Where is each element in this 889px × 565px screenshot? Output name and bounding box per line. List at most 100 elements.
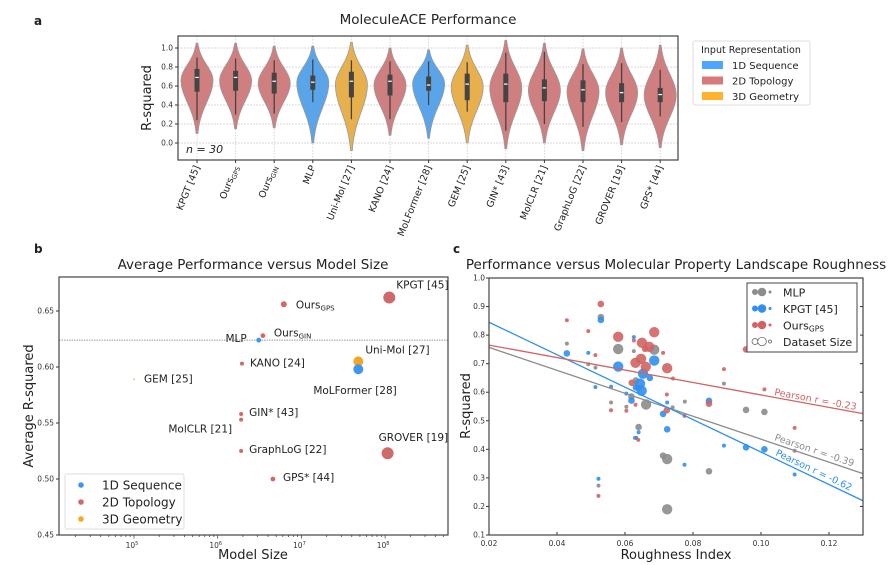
- point-7: [133, 378, 135, 381]
- panel-a-title: MoleculeACE Performance: [340, 12, 517, 28]
- point-label: MLP: [225, 333, 246, 345]
- point-ours: [633, 402, 638, 407]
- point-mlp: [682, 399, 687, 404]
- legend-marker-0: [757, 287, 767, 297]
- legend-marker-2: [768, 323, 772, 327]
- point-ours: [649, 327, 660, 338]
- point-label: KPGT [45]: [396, 280, 448, 292]
- fit-line-ours: [488, 344, 864, 415]
- panel-a-xtick-label: KPGT [45]: [175, 164, 203, 212]
- point-ours: [564, 318, 569, 323]
- point-8: [239, 412, 244, 417]
- legend-marker-2: [752, 322, 758, 328]
- point-ours: [762, 387, 767, 392]
- point-label: GIN* [43]: [249, 407, 298, 419]
- panel-a-legend: Input Representation 1D Sequence 2D Topolo…: [692, 40, 811, 106]
- legend-label-0: 1D Sequence: [102, 479, 182, 493]
- panel-a-xtick-label: Uni-Mol [27]: [325, 164, 357, 222]
- point-mlp: [761, 408, 768, 416]
- panel-label-c: c: [453, 242, 460, 256]
- panel-a-xtick-label: GPS* [44]: [638, 164, 666, 211]
- point-1: [280, 301, 287, 308]
- point-3: [256, 337, 262, 343]
- point-kpgt: [721, 443, 726, 448]
- point-kpgt: [649, 355, 660, 366]
- point-mlp: [661, 453, 673, 465]
- point-ours: [586, 329, 591, 334]
- legend-marker-0: [752, 289, 758, 295]
- point-ours: [596, 493, 601, 498]
- violin-iqr-box: [348, 71, 354, 98]
- point-label: KANO [24]: [250, 358, 305, 370]
- violin-iqr-box: [464, 73, 470, 101]
- panel-b-ytick-label: 0.45: [37, 531, 54, 540]
- point-label: Uni-Mol [27]: [365, 344, 429, 356]
- panel-c-ytick-label: 0.7: [473, 359, 485, 368]
- panel-a-xtick-label: MoLFormer [28]: [396, 164, 434, 238]
- panel-c-xtick-label: 0.10: [753, 539, 770, 548]
- point-ours: [630, 357, 641, 369]
- point-ours: [661, 350, 666, 355]
- panel-a-xtick-label: KANO [24]: [367, 164, 396, 214]
- point-ours: [640, 361, 651, 373]
- point-11: [381, 447, 394, 460]
- panel-c-xlabel: Roughness Index: [621, 548, 732, 563]
- violin-iqr-box: [426, 76, 432, 91]
- panel-c-xtick-label: 0.08: [685, 539, 702, 548]
- panel-label-a: a: [34, 14, 42, 28]
- panel-b-ylabel: Average R-squared: [22, 344, 37, 467]
- point-kpgt: [663, 426, 671, 433]
- fit-line-kpgt: [488, 321, 864, 502]
- point-ours: [664, 392, 669, 397]
- point-kpgt: [596, 476, 601, 481]
- panel-a-xtick-label: GraphLoG [22]: [552, 164, 588, 233]
- panel-a-ytick-label: 0.8: [161, 63, 173, 72]
- panel-a-xtick-label: MolCLR [21]: [518, 164, 550, 222]
- panel-a-ytick-label: 0.4: [161, 101, 173, 110]
- panel-a-xtick-label: GIN* [43]: [485, 164, 512, 209]
- point-mlp: [721, 381, 726, 386]
- panel-a-xtick-label: MLP: [301, 164, 318, 186]
- point-label: GraphLoG [22]: [249, 444, 326, 456]
- point-12: [270, 476, 276, 482]
- point-label: OursGIN: [274, 328, 311, 341]
- panel-c-ylabel: R-squared: [459, 373, 474, 439]
- point-kpgt: [631, 335, 636, 340]
- legend-marker-2: [78, 516, 84, 522]
- point-4: [239, 361, 244, 366]
- panel-b-frame: [58, 276, 449, 536]
- legend-marker-1: [768, 307, 772, 310]
- legend-marker-0: [78, 482, 84, 488]
- point-6: [353, 364, 364, 375]
- panel-b-ytick-label: 0.65: [37, 307, 54, 316]
- point-kpgt: [597, 316, 605, 324]
- panel-c-ytick-label: 0.3: [473, 473, 485, 482]
- panel-b-xlabel: Model Size: [218, 548, 288, 563]
- legend-swatch-0: [702, 61, 723, 69]
- panel-c-ytick-label: 0.2: [473, 502, 485, 511]
- panel-c-ytick-label: 0.9: [473, 302, 485, 311]
- point-ours: [613, 331, 624, 343]
- legend-swatch-2: [702, 92, 723, 100]
- panel-c-xtick-label: 0.04: [549, 539, 566, 548]
- panel-a-ytick-label: 0.6: [161, 82, 173, 91]
- violin-iqr-box: [580, 80, 586, 103]
- point-ours: [636, 437, 641, 442]
- point-kpgt: [593, 385, 598, 390]
- panel-a-xtick-label: OursGPS: [218, 164, 242, 201]
- legend-marker-3: [757, 336, 767, 347]
- panel-a-xtick-label: OursGIN: [257, 164, 281, 200]
- point-2: [260, 333, 266, 339]
- point-ours: [609, 408, 614, 413]
- point-kpgt: [586, 350, 591, 355]
- point-ours: [624, 408, 629, 413]
- legend-marker-3: [768, 339, 772, 344]
- violin-iqr-box: [271, 72, 277, 94]
- point-ours: [721, 367, 726, 372]
- violin-iqr-box: [541, 79, 547, 102]
- panel-c-frame: [488, 277, 864, 536]
- point-mlp: [613, 343, 624, 355]
- fit-line-mlp: [488, 346, 864, 475]
- point-ours: [661, 363, 673, 374]
